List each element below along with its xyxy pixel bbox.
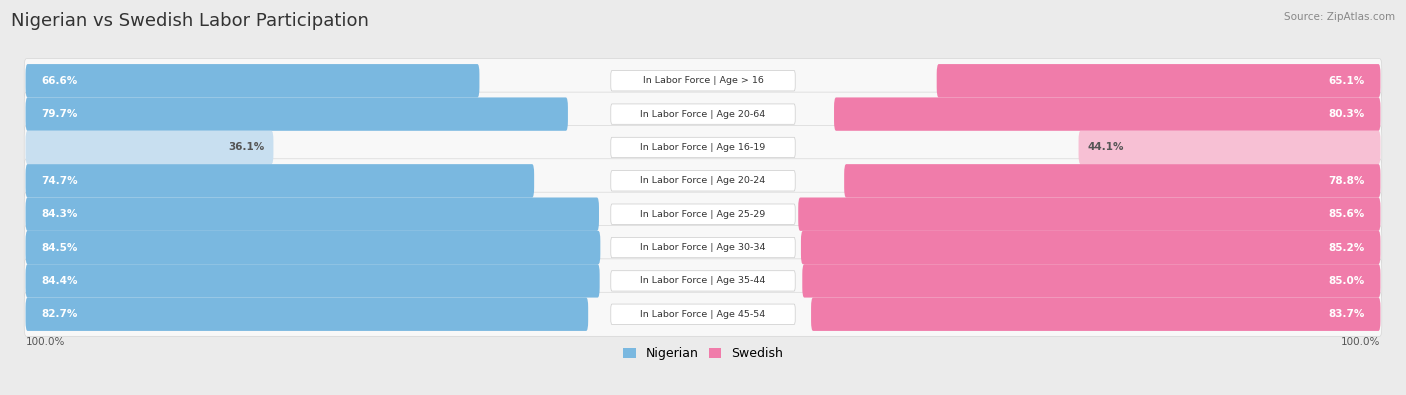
- FancyBboxPatch shape: [25, 98, 568, 131]
- FancyBboxPatch shape: [610, 237, 796, 258]
- FancyBboxPatch shape: [801, 231, 1381, 264]
- FancyBboxPatch shape: [610, 71, 796, 91]
- FancyBboxPatch shape: [24, 59, 1382, 103]
- Text: 79.7%: 79.7%: [41, 109, 77, 119]
- FancyBboxPatch shape: [25, 198, 599, 231]
- FancyBboxPatch shape: [834, 98, 1381, 131]
- Text: 80.3%: 80.3%: [1329, 109, 1365, 119]
- FancyBboxPatch shape: [25, 264, 599, 297]
- FancyBboxPatch shape: [803, 264, 1381, 297]
- FancyBboxPatch shape: [1078, 131, 1381, 164]
- Text: In Labor Force | Age 45-54: In Labor Force | Age 45-54: [640, 310, 766, 319]
- Text: In Labor Force | Age 20-24: In Labor Force | Age 20-24: [640, 176, 766, 185]
- FancyBboxPatch shape: [610, 304, 796, 324]
- Text: 36.1%: 36.1%: [228, 143, 264, 152]
- FancyBboxPatch shape: [799, 198, 1381, 231]
- Legend: Nigerian, Swedish: Nigerian, Swedish: [619, 342, 787, 365]
- FancyBboxPatch shape: [610, 271, 796, 291]
- Text: 85.2%: 85.2%: [1329, 243, 1365, 252]
- Text: Nigerian vs Swedish Labor Participation: Nigerian vs Swedish Labor Participation: [11, 12, 370, 30]
- FancyBboxPatch shape: [25, 231, 600, 264]
- FancyBboxPatch shape: [25, 297, 588, 331]
- Text: In Labor Force | Age 30-34: In Labor Force | Age 30-34: [640, 243, 766, 252]
- Text: In Labor Force | Age 20-64: In Labor Force | Age 20-64: [640, 109, 766, 118]
- Text: 84.5%: 84.5%: [41, 243, 77, 252]
- FancyBboxPatch shape: [811, 297, 1381, 331]
- Text: 78.8%: 78.8%: [1329, 176, 1365, 186]
- FancyBboxPatch shape: [610, 137, 796, 158]
- FancyBboxPatch shape: [25, 164, 534, 198]
- Text: 82.7%: 82.7%: [41, 309, 77, 319]
- Text: Source: ZipAtlas.com: Source: ZipAtlas.com: [1284, 12, 1395, 22]
- Text: In Labor Force | Age 35-44: In Labor Force | Age 35-44: [640, 276, 766, 286]
- Text: 84.4%: 84.4%: [41, 276, 77, 286]
- FancyBboxPatch shape: [24, 92, 1382, 136]
- FancyBboxPatch shape: [610, 104, 796, 124]
- Text: 65.1%: 65.1%: [1329, 76, 1365, 86]
- FancyBboxPatch shape: [610, 204, 796, 224]
- Text: 44.1%: 44.1%: [1087, 143, 1123, 152]
- Text: 100.0%: 100.0%: [1340, 337, 1379, 346]
- FancyBboxPatch shape: [24, 159, 1382, 203]
- Text: 66.6%: 66.6%: [41, 76, 77, 86]
- FancyBboxPatch shape: [610, 171, 796, 191]
- Text: 84.3%: 84.3%: [41, 209, 77, 219]
- Text: In Labor Force | Age 25-29: In Labor Force | Age 25-29: [640, 210, 766, 219]
- FancyBboxPatch shape: [24, 126, 1382, 169]
- FancyBboxPatch shape: [25, 131, 273, 164]
- FancyBboxPatch shape: [25, 64, 479, 98]
- Text: 83.7%: 83.7%: [1329, 309, 1365, 319]
- FancyBboxPatch shape: [24, 292, 1382, 336]
- FancyBboxPatch shape: [24, 226, 1382, 269]
- Text: In Labor Force | Age 16-19: In Labor Force | Age 16-19: [640, 143, 766, 152]
- FancyBboxPatch shape: [24, 259, 1382, 303]
- FancyBboxPatch shape: [844, 164, 1381, 198]
- Text: 74.7%: 74.7%: [41, 176, 77, 186]
- FancyBboxPatch shape: [936, 64, 1381, 98]
- Text: In Labor Force | Age > 16: In Labor Force | Age > 16: [643, 76, 763, 85]
- Text: 100.0%: 100.0%: [27, 337, 66, 346]
- Text: 85.6%: 85.6%: [1329, 209, 1365, 219]
- Text: 85.0%: 85.0%: [1329, 276, 1365, 286]
- FancyBboxPatch shape: [24, 192, 1382, 236]
